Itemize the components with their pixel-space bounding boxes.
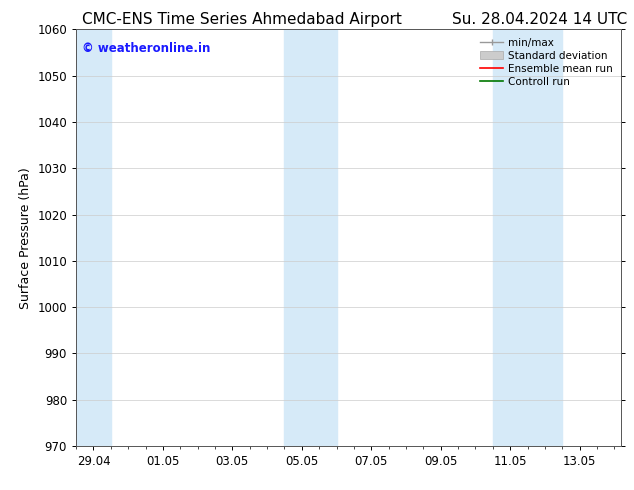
Bar [76,29,111,446]
Bar [493,29,562,446]
Text: CMC-ENS Time Series Ahmedabad Airport: CMC-ENS Time Series Ahmedabad Airport [82,12,403,27]
Legend: min/max, Standard deviation, Ensemble mean run, Controll run: min/max, Standard deviation, Ensemble me… [477,35,616,90]
Y-axis label: Surface Pressure (hPa): Surface Pressure (hPa) [19,167,32,309]
Text: Su. 28.04.2024 14 UTC: Su. 28.04.2024 14 UTC [453,12,628,27]
Bar [285,29,337,446]
Text: © weatheronline.in: © weatheronline.in [82,42,210,55]
